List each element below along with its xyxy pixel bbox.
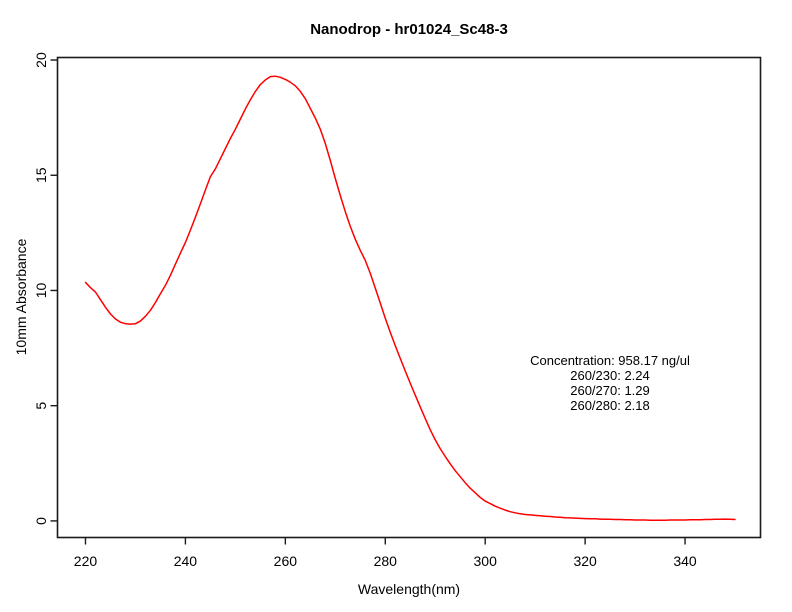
chart-title: Nanodrop - hr01024_Sc48-3 bbox=[310, 21, 508, 38]
annotation-ratio-260-280: 260/280: 2.18 bbox=[570, 398, 650, 413]
plot-frame bbox=[56, 56, 762, 539]
x-tick-label: 320 bbox=[573, 553, 597, 569]
x-tick-label: 340 bbox=[673, 553, 697, 569]
annotation-ratio-260-270: 260/270: 1.29 bbox=[570, 383, 650, 398]
annotation-block: Concentration: 958.17 ng/ul 260/230: 2.2… bbox=[530, 353, 690, 413]
x-axis-ticks: 220 240 260 280 300 320 340 bbox=[74, 537, 697, 569]
y-axis-ticks: 0 5 10 15 20 bbox=[33, 52, 58, 525]
x-tick-label: 280 bbox=[374, 553, 398, 569]
annotation-ratio-260-230: 260/230: 2.24 bbox=[570, 368, 650, 383]
absorbance-curve bbox=[84, 75, 736, 521]
annotation-concentration: Concentration: 958.17 ng/ul bbox=[530, 353, 690, 368]
x-tick-label: 260 bbox=[274, 553, 298, 569]
y-tick-label: 20 bbox=[33, 52, 49, 68]
x-tick-label: 300 bbox=[474, 553, 498, 569]
y-tick-label: 10 bbox=[33, 282, 49, 298]
y-tick-label: 15 bbox=[33, 167, 49, 183]
x-tick-label: 220 bbox=[74, 553, 98, 569]
x-tick-label: 240 bbox=[174, 553, 198, 569]
y-axis-label: 10mm Absorbance bbox=[13, 238, 29, 355]
y-tick-label: 0 bbox=[33, 517, 49, 525]
x-axis-label: Wavelength(nm) bbox=[358, 581, 460, 597]
y-tick-label: 5 bbox=[33, 402, 49, 410]
